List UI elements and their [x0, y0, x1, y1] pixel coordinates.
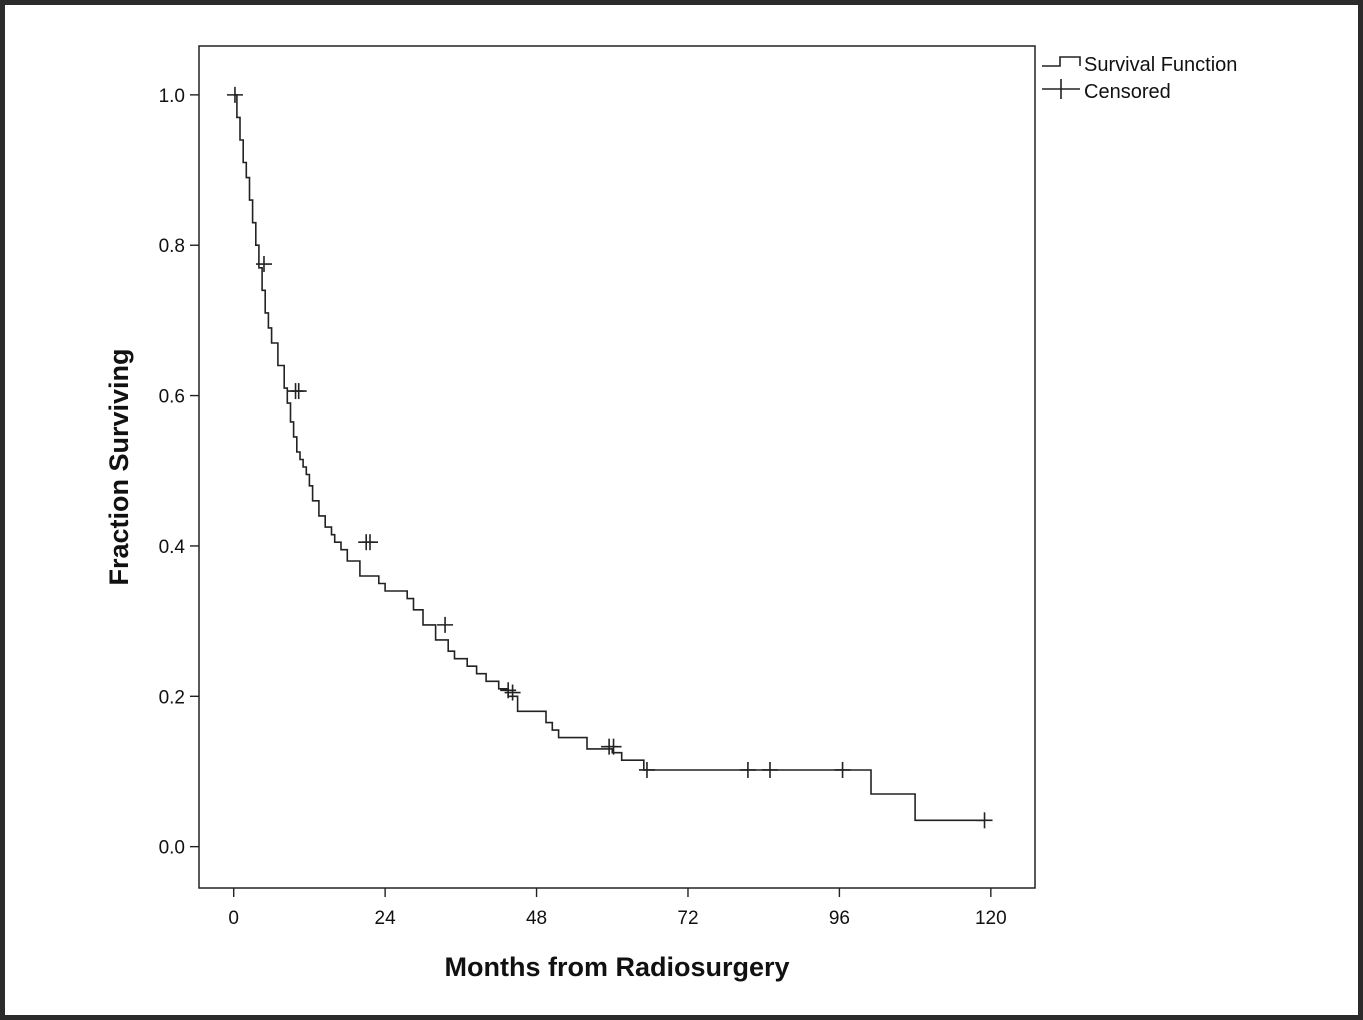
y-tick-label: 0.6: [159, 387, 185, 408]
x-tick-label: 48: [526, 908, 547, 929]
survival-function-line: [233, 94, 985, 822]
censored-mark: [739, 761, 756, 778]
y-tick-label: 0.0: [159, 838, 185, 859]
censored-mark: [361, 534, 378, 551]
y-tick-label: 0.8: [159, 236, 185, 257]
censored-mark: [437, 616, 454, 633]
x-tick-label: 72: [677, 908, 698, 929]
censored-mark: [762, 761, 779, 778]
censored-mark: [605, 738, 622, 755]
plot-area: [198, 45, 1036, 889]
x-axis: 0 24 48 72 96 120: [228, 888, 1007, 929]
y-tick-label: 0.2: [159, 687, 185, 708]
legend-step-symbol: [1042, 56, 1081, 67]
x-tick-label: 0: [228, 908, 239, 929]
x-tick-label: 120: [975, 908, 1007, 929]
legend: Survival Function Censored: [1042, 54, 1237, 103]
x-tick-label: 24: [375, 908, 397, 929]
censored-mark: [255, 256, 272, 273]
y-axis-title: Fraction Surviving: [104, 348, 134, 585]
censored-mark: [638, 761, 655, 778]
y-tick-label: 1.0: [159, 86, 185, 107]
y-tick-label: 0.4: [159, 537, 186, 558]
censored-mark: [226, 86, 243, 103]
censored-mark: [976, 812, 993, 829]
censored-marks: [226, 86, 993, 829]
censored-mark: [290, 383, 307, 400]
censored-mark: [834, 761, 851, 778]
x-tick-label: 96: [829, 908, 850, 929]
y-axis: 0.0 0.2 0.4 0.6 0.8 1.0: [159, 86, 199, 859]
legend-censored-label: Censored: [1084, 81, 1171, 103]
x-axis-title: Months from Radiosurgery: [444, 952, 789, 982]
legend-survival-label: Survival Function: [1084, 54, 1237, 76]
censored-mark: [504, 684, 521, 701]
censored-mark: [500, 682, 517, 699]
